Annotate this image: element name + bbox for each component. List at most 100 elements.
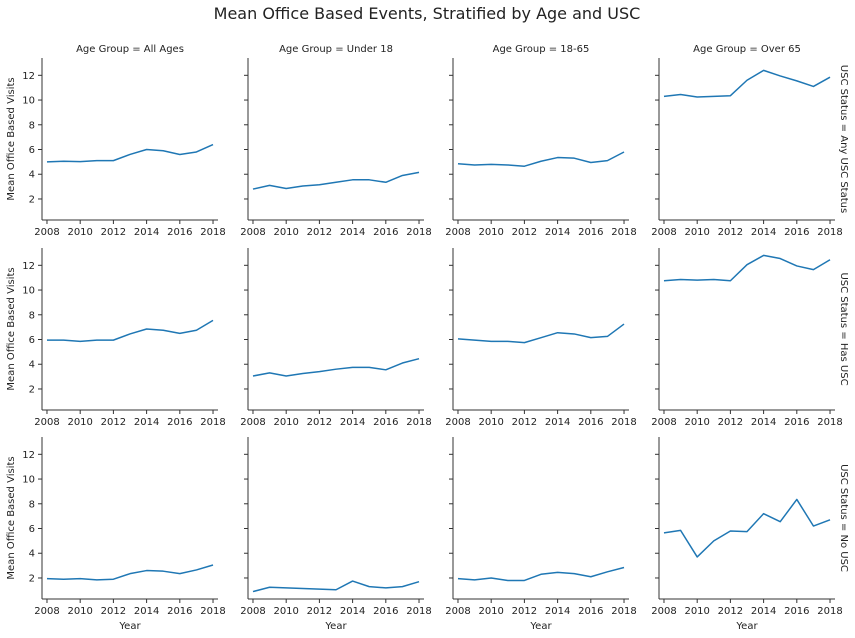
x-tick-label-r1-c3-4: 2016 (784, 417, 809, 428)
y-tick-label-r2-5: 12 (22, 450, 35, 461)
y-tick-label-r2-4: 10 (22, 475, 35, 486)
x-tick-label-r1-c2-2: 2012 (512, 417, 537, 428)
x-tick-label-r0-c1-2: 2012 (307, 227, 332, 238)
x-tick-label-r0-c2-0: 2008 (445, 227, 470, 238)
x-tick-label-r0-c1-0: 2008 (240, 227, 265, 238)
column-title-1: Age Group = Under 18 (279, 44, 393, 55)
x-tick-label-r0-c0-4: 2016 (167, 227, 192, 238)
x-tick-label-r2-c1-2: 2012 (307, 606, 332, 617)
figure-title: Mean Office Based Events, Stratified by … (214, 4, 641, 23)
x-tick-label-r1-c0-1: 2010 (67, 417, 92, 428)
series-line-r0-c1 (252, 171, 420, 190)
x-tick-label-r0-c3-5: 2018 (817, 227, 842, 238)
x-tick-label-r2-c1-3: 2014 (340, 606, 365, 617)
x-tick-label-r2-c0-2: 2012 (101, 606, 126, 617)
x-axis-label-c1: Year (324, 621, 347, 632)
x-tick-label-r2-c0-3: 2014 (134, 606, 159, 617)
x-tick-label-r0-c1-5: 2018 (406, 227, 431, 238)
x-axis-label-c0: Year (118, 621, 141, 632)
y-tick-label-r1-0: 2 (29, 384, 35, 395)
x-tick-label-r2-c3-0: 2008 (651, 606, 676, 617)
x-tick-label-r2-c2-5: 2018 (611, 606, 636, 617)
y-tick-label-r0-0: 2 (29, 194, 35, 205)
y-tick-label-r1-4: 10 (22, 286, 35, 297)
x-tick-label-r1-c2-3: 2014 (545, 417, 570, 428)
x-tick-label-r0-c3-2: 2012 (718, 227, 743, 238)
x-tick-label-r2-c1-5: 2018 (406, 606, 431, 617)
x-tick-label-r0-c1-1: 2010 (273, 227, 298, 238)
column-title-2: Age Group = 18-65 (493, 44, 590, 55)
x-tick-label-r0-c0-3: 2014 (134, 227, 159, 238)
x-tick-label-r1-c3-1: 2010 (684, 417, 709, 428)
column-title-3: Age Group = Over 65 (693, 44, 801, 55)
y-tick-label-r0-4: 10 (22, 96, 35, 107)
x-tick-label-r1-c1-5: 2018 (406, 417, 431, 428)
x-tick-label-r1-c0-3: 2014 (134, 417, 159, 428)
y-tick-label-r1-1: 4 (29, 360, 35, 371)
x-tick-label-r0-c0-5: 2018 (200, 227, 225, 238)
x-tick-label-r2-c2-3: 2014 (545, 606, 570, 617)
series-line-r0-c2 (457, 151, 625, 167)
x-tick-label-r1-c1-3: 2014 (340, 417, 365, 428)
series-line-r2-c0 (46, 564, 214, 581)
x-tick-label-r1-c3-3: 2014 (751, 417, 776, 428)
x-tick-label-r0-c2-2: 2012 (512, 227, 537, 238)
y-axis-label-r1: Mean Office Based Visits (6, 267, 17, 390)
x-tick-label-r0-c1-4: 2016 (373, 227, 398, 238)
x-tick-label-r0-c1-3: 2014 (340, 227, 365, 238)
y-tick-label-r0-3: 8 (29, 120, 35, 131)
series-line-r2-c2 (457, 566, 625, 582)
y-tick-label-r1-2: 6 (29, 335, 35, 346)
x-tick-label-r2-c3-2: 2012 (718, 606, 743, 617)
x-axis-label-c3: Year (735, 621, 758, 632)
y-tick-label-r0-5: 12 (22, 71, 35, 82)
x-tick-label-r2-c2-1: 2010 (478, 606, 503, 617)
x-tick-label-r2-c2-2: 2012 (512, 606, 537, 617)
y-tick-label-r2-2: 6 (29, 524, 35, 535)
x-tick-label-r2-c0-0: 2008 (34, 606, 59, 617)
x-tick-label-r1-c3-2: 2012 (718, 417, 743, 428)
y-tick-label-r2-1: 4 (29, 549, 35, 560)
y-axis-label-r2: Mean Office Based Visits (6, 456, 17, 579)
x-tick-label-r0-c3-3: 2014 (751, 227, 776, 238)
x-tick-label-r2-c2-0: 2008 (445, 606, 470, 617)
x-tick-label-r1-c0-4: 2016 (167, 417, 192, 428)
x-tick-label-r1-c1-2: 2012 (307, 417, 332, 428)
x-tick-label-r0-c2-3: 2014 (545, 227, 570, 238)
y-tick-label-r1-3: 8 (29, 310, 35, 321)
x-tick-label-r2-c1-0: 2008 (240, 606, 265, 617)
x-tick-label-r1-c2-0: 2008 (445, 417, 470, 428)
x-tick-label-r2-c3-5: 2018 (817, 606, 842, 617)
series-line-r0-c0 (46, 143, 214, 163)
y-axis-label-r0: Mean Office Based Visits (6, 77, 17, 200)
row-title-1: USC Status = Has USC (838, 272, 849, 385)
x-tick-label-r2-c3-4: 2016 (784, 606, 809, 617)
row-title-0: USC Status = Any USC Status (838, 65, 849, 213)
x-tick-label-r0-c2-1: 2010 (478, 227, 503, 238)
x-tick-label-r0-c3-0: 2008 (651, 227, 676, 238)
x-tick-label-r1-c3-0: 2008 (651, 417, 676, 428)
x-axis-label-c2: Year (529, 621, 552, 632)
series-line-r1-c2 (457, 323, 625, 344)
y-tick-label-r2-0: 2 (29, 573, 35, 584)
x-tick-label-r0-c2-5: 2018 (611, 227, 636, 238)
series-line-r2-c3 (663, 498, 831, 558)
x-tick-label-r1-c2-1: 2010 (478, 417, 503, 428)
series-line-r1-c0 (46, 319, 214, 343)
x-tick-label-r2-c3-1: 2010 (684, 606, 709, 617)
x-tick-label-r0-c3-1: 2010 (684, 227, 709, 238)
y-tick-label-r1-5: 12 (22, 261, 35, 272)
x-tick-label-r2-c0-4: 2016 (167, 606, 192, 617)
x-tick-label-r2-c1-4: 2016 (373, 606, 398, 617)
series-line-r1-c1 (252, 357, 420, 377)
series-line-r0-c3 (663, 69, 831, 98)
x-tick-label-r2-c1-1: 2010 (273, 606, 298, 617)
x-tick-label-r1-c2-5: 2018 (611, 417, 636, 428)
x-tick-label-r1-c1-0: 2008 (240, 417, 265, 428)
x-tick-label-r1-c0-0: 2008 (34, 417, 59, 428)
x-tick-label-r0-c0-0: 2008 (34, 227, 59, 238)
series-line-r2-c1 (252, 580, 420, 593)
x-tick-label-r1-c0-2: 2012 (101, 417, 126, 428)
column-title-0: Age Group = All Ages (76, 44, 184, 55)
